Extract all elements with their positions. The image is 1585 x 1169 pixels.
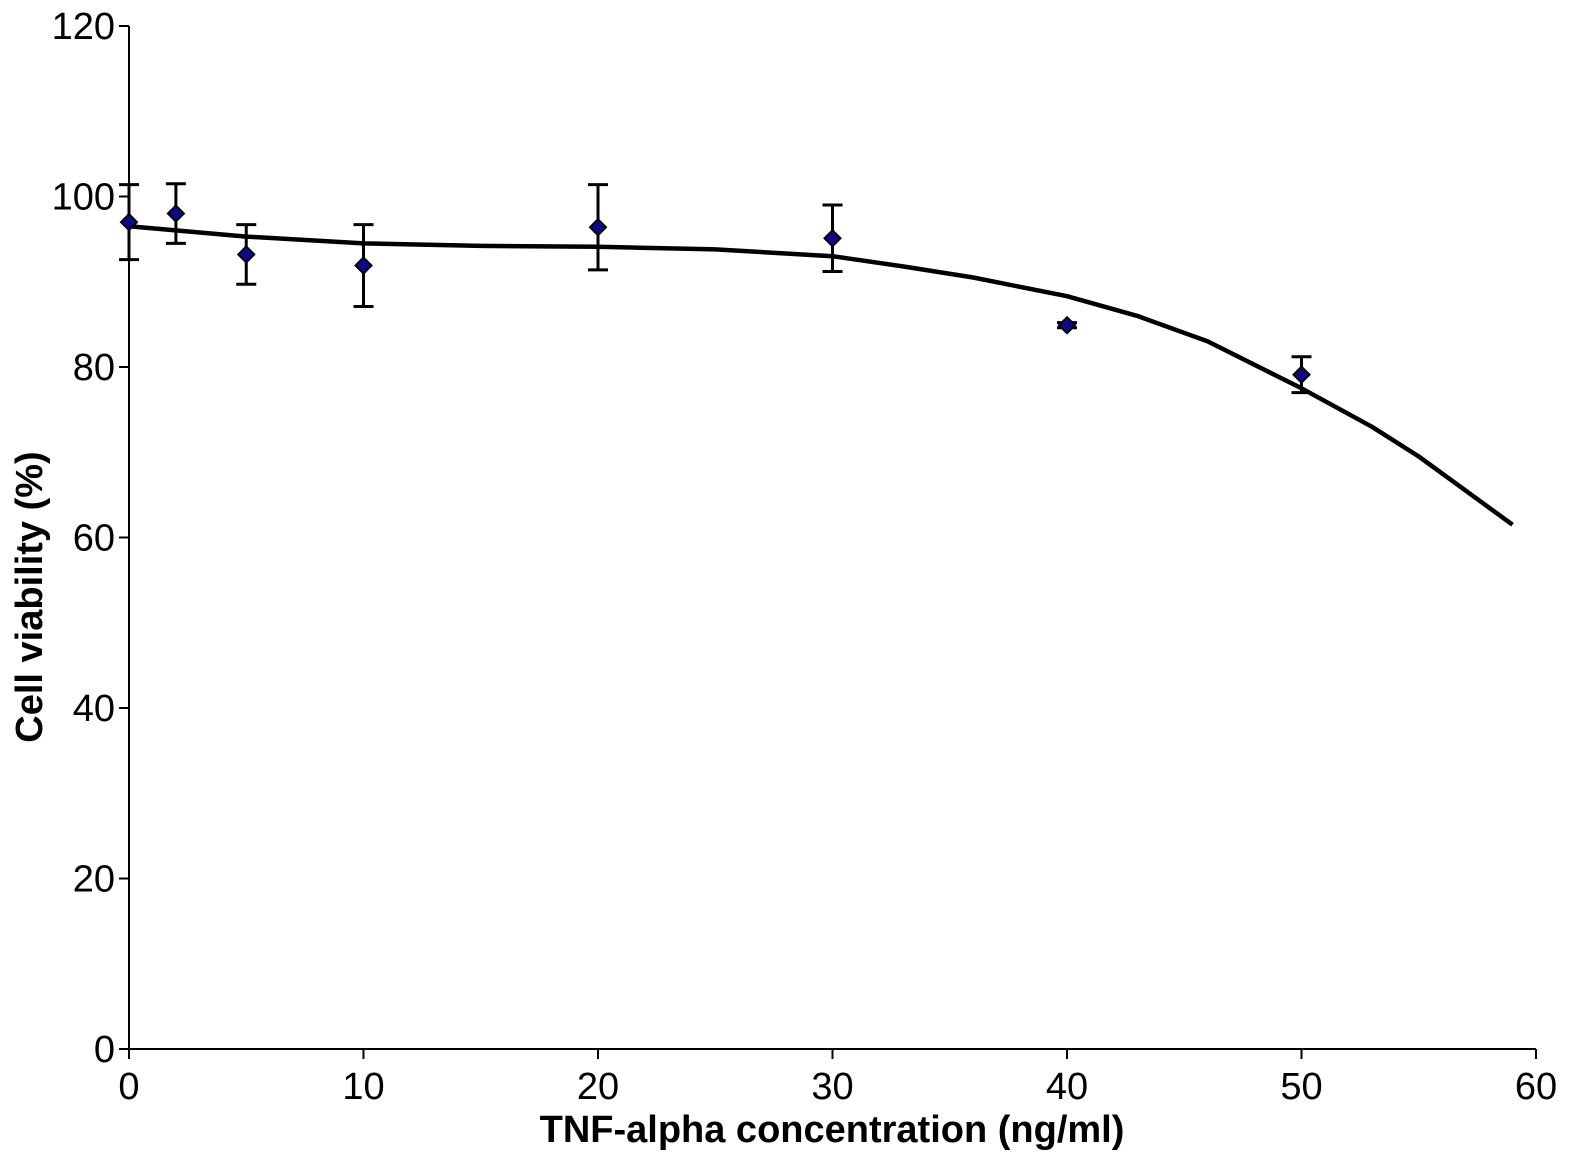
x-tick-label: 30 — [811, 1066, 853, 1108]
x-tick-label: 50 — [1280, 1066, 1322, 1108]
y-tick-label: 20 — [73, 859, 115, 901]
x-tick-label: 10 — [342, 1066, 384, 1108]
data-point — [1292, 365, 1311, 385]
x-tick-label: 60 — [1515, 1066, 1557, 1108]
data-point — [119, 212, 139, 232]
x-tick-label: 40 — [1046, 1066, 1088, 1108]
data-point — [166, 204, 186, 223]
x-tick-label: 20 — [577, 1066, 619, 1108]
x-axis-title: TNF-alpha concentration (ng/ml) — [540, 1109, 1125, 1151]
x-tick-label: 0 — [118, 1066, 139, 1108]
data-point — [823, 228, 842, 248]
axes: 0 20 40 60 80 100 120 0 10 20 30 40 50 60 — [52, 6, 1558, 1108]
y-axis-title: Cell viability (%) — [9, 451, 51, 742]
fit-curve-line — [128, 224, 1514, 527]
data-point — [1057, 315, 1077, 335]
data-point — [588, 217, 608, 237]
y-tick-label: 100 — [52, 177, 115, 219]
y-tick-label: 60 — [73, 518, 115, 560]
y-tick-label: 80 — [73, 347, 115, 389]
y-tick-label: 0 — [94, 1029, 115, 1071]
y-tick-label: 40 — [73, 688, 115, 730]
points-layer — [119, 204, 1311, 385]
data-point — [354, 256, 373, 275]
y-tick-label: 120 — [52, 6, 115, 48]
fit-curve-layer — [128, 224, 1514, 527]
error-bars-layer — [119, 182, 1312, 395]
data-point — [236, 245, 256, 264]
